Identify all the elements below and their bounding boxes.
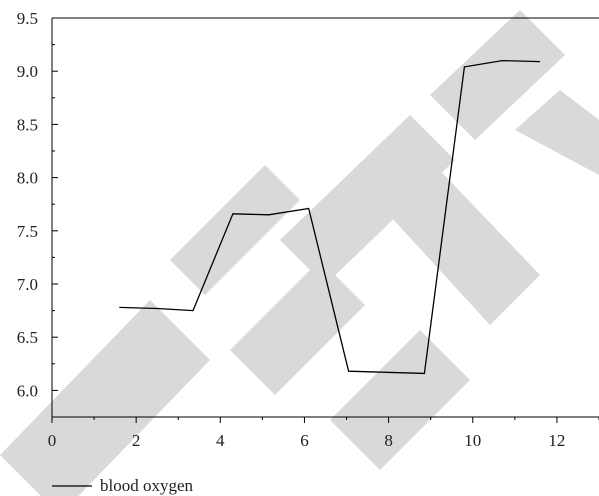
- x-tick-label: 4: [216, 431, 225, 450]
- watermark-band: [0, 300, 210, 496]
- y-tick-label: 8.0: [17, 169, 38, 188]
- series-lines: [119, 59, 541, 375]
- watermark-band: [380, 160, 540, 325]
- watermark-band: [430, 10, 565, 140]
- watermark-band: [280, 115, 455, 285]
- watermark-band: [170, 165, 300, 295]
- x-tick-label: 0: [48, 431, 57, 450]
- y-tick-label: 9.0: [17, 62, 38, 81]
- watermark-band: [515, 90, 599, 175]
- y-tick-label: 7.0: [17, 275, 38, 294]
- x-tick-label: 2: [132, 431, 141, 450]
- y-tick-label: 7.5: [17, 222, 38, 241]
- axis-ticks: 6.0 6.5 7.0 7.5 8.0 8.5 9.0 9.5 0 2 4 6 8 10 12: [17, 9, 599, 450]
- y-tick-label: 8.5: [17, 115, 38, 134]
- y-tick-label: 6.0: [17, 381, 38, 400]
- x-tick-label: 8: [384, 431, 393, 450]
- watermark-band: [230, 260, 365, 395]
- x-tick-label: 12: [548, 431, 565, 450]
- retracted-watermark: [0, 10, 599, 496]
- x-tick-label: 6: [300, 431, 309, 450]
- y-tick-label: 9.5: [17, 9, 38, 28]
- legend: blood oxygen: [52, 476, 194, 495]
- x-tick-label: 10: [464, 431, 481, 450]
- legend-label: blood oxygen: [100, 476, 194, 495]
- y-tick-label: 6.5: [17, 328, 38, 347]
- watermark-band: [330, 330, 470, 470]
- series-line-blood-oxygen: [119, 59, 541, 375]
- axes: [51, 17, 599, 418]
